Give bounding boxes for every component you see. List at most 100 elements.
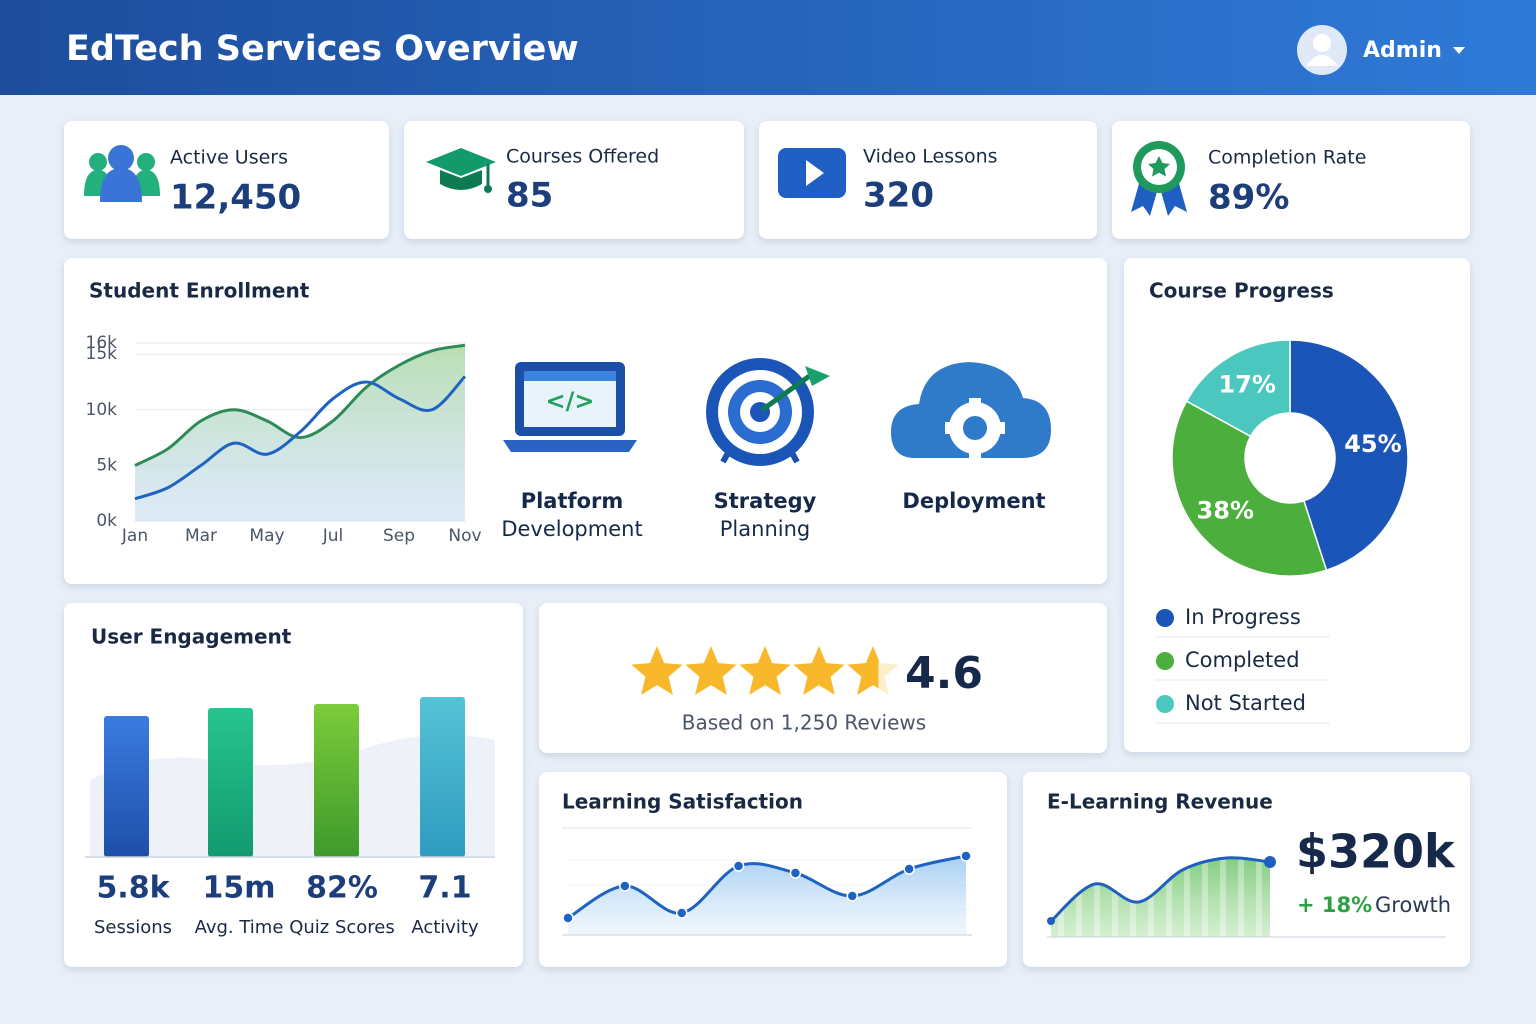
point <box>675 907 688 919</box>
feature-label: Development <box>501 517 642 541</box>
slice-label: 45% <box>1344 430 1401 458</box>
stat-label: Quiz Scores <box>289 917 395 938</box>
legend-label: In Progress <box>1185 605 1301 629</box>
point <box>846 890 859 902</box>
legend-label: Completed <box>1185 648 1300 672</box>
feature-label: Platform <box>521 489 624 513</box>
card-title: E-Learning Revenue <box>1047 790 1273 814</box>
stat-value: 5.8k <box>96 871 170 906</box>
star <box>631 646 683 695</box>
engagement-backdrop <box>90 734 495 856</box>
engagement-stats: 5.8k Sessions 15m Avg. Time 82% Quiz Scores 7.… <box>94 871 479 939</box>
revenue-change-label: Growth <box>1375 893 1451 917</box>
header-bar <box>0 0 1536 95</box>
stat-value: 15m <box>202 871 275 906</box>
pie-slice <box>1185 339 1291 438</box>
kpi-card <box>64 121 389 239</box>
revenue-chart <box>1047 837 1446 938</box>
kpi-value: 89% <box>1208 178 1289 218</box>
y-tick-label: 0k <box>96 511 117 531</box>
avatar-head <box>1313 34 1331 52</box>
legend-swatch <box>1156 652 1174 670</box>
feature-label: Strategy <box>714 489 817 513</box>
point <box>789 867 802 879</box>
x-tick-label: Jul <box>322 526 344 546</box>
card-title: Course Progress <box>1149 279 1334 303</box>
revenue-amount: $320k <box>1296 825 1456 879</box>
x-tick-label: Mar <box>185 526 217 546</box>
svg-text:</>: </> <box>546 387 595 415</box>
card-title: User Engagement <box>91 625 292 649</box>
user-menu[interactable]: Admin <box>1297 25 1465 75</box>
point <box>903 863 915 875</box>
stat-value: 7.1 <box>418 871 471 906</box>
feature-label: Deployment <box>902 489 1045 513</box>
kpi-value: 12,450 <box>170 178 301 218</box>
target-icon <box>706 358 830 466</box>
x-tick-label: Sep <box>383 526 415 546</box>
feature-labels: Platform Development Strategy Planning Deplo… <box>501 489 1045 541</box>
pie-slice <box>1171 400 1328 577</box>
engagement-bar <box>208 708 253 857</box>
stat-label: Avg. Time <box>195 917 284 938</box>
card-title: Learning Satisfaction <box>562 790 803 814</box>
line <box>134 343 466 467</box>
slice-label: 17% <box>1219 371 1276 399</box>
engagement-bar <box>420 697 465 857</box>
star <box>739 646 791 695</box>
point <box>960 850 972 862</box>
kpi-label: Active Users <box>170 147 288 169</box>
line <box>1049 856 1271 923</box>
legend-label: Not Started <box>1185 691 1306 715</box>
kpi-label: Video Lessons <box>863 146 998 168</box>
legend-swatch <box>1156 609 1174 627</box>
video-icon <box>778 148 846 198</box>
x-tick-label: May <box>249 526 284 546</box>
y-tick-label: 15k <box>86 344 118 364</box>
user-name: Admin <box>1363 38 1442 63</box>
rating-score: 4.6 <box>905 648 983 699</box>
kpi-card <box>1112 121 1470 239</box>
revenue-change: + 18% <box>1297 893 1372 917</box>
star <box>793 646 845 695</box>
kpi-value: 85 <box>506 176 553 216</box>
engagement-bar <box>104 716 149 857</box>
point <box>562 912 574 924</box>
avatar-body <box>1306 55 1338 66</box>
card-title: Student Enrollment <box>89 279 310 303</box>
laptop-icon: </> <box>503 362 637 452</box>
y-tick-label: 10k <box>86 400 118 420</box>
kpi-value: 320 <box>863 176 934 216</box>
kpi-card <box>404 121 744 239</box>
point <box>1047 917 1055 925</box>
pie-slice <box>1289 339 1409 572</box>
point <box>619 880 631 892</box>
stat-label: Sessions <box>94 917 172 938</box>
kpi-label: Completion Rate <box>1208 147 1366 169</box>
award-icon <box>1131 141 1187 216</box>
rating-stars <box>631 646 899 695</box>
line <box>134 375 467 501</box>
satisfaction-chart <box>562 850 972 936</box>
page-title: EdTech Services Overview <box>66 29 579 69</box>
slice-label: 38% <box>1197 497 1254 525</box>
feature-label: Planning <box>720 517 810 541</box>
dropdown-caret <box>1453 47 1465 54</box>
legend-swatch <box>1156 695 1174 713</box>
x-tick-label: Jan <box>121 526 148 546</box>
area <box>568 856 966 935</box>
x-tick-label: Nov <box>448 526 481 546</box>
area <box>1051 857 1270 937</box>
y-tick-label: 5k <box>96 455 117 475</box>
y-tick-label: 16k <box>86 333 118 353</box>
point <box>1264 856 1276 868</box>
cloud-icon <box>891 362 1051 458</box>
point <box>732 860 745 872</box>
engagement-bar <box>314 704 359 857</box>
progress-chart: 45% In Progress 38% Completed 17% Not Started <box>1155 339 1409 724</box>
rating-reviews: Based on 1,250 Reviews <box>682 711 926 735</box>
star <box>685 646 737 695</box>
graduation-icon <box>426 148 496 193</box>
